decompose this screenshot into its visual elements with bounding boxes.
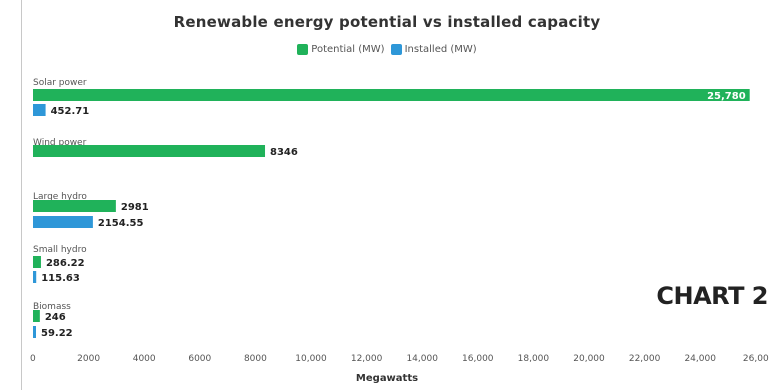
chart-number-stamp: CHART 2 bbox=[656, 282, 768, 310]
x-tick-label: 14,000 bbox=[406, 354, 438, 364]
bar-biomass-potential bbox=[33, 310, 40, 322]
chart-title: Renewable energy potential vs installed … bbox=[173, 13, 601, 31]
x-tick-label: 18,000 bbox=[518, 354, 550, 364]
x-tick-label: 20,000 bbox=[573, 354, 605, 364]
x-tick-label: 16,000 bbox=[462, 354, 494, 364]
x-tick-label: 2000 bbox=[77, 354, 100, 364]
bar-biomass-installed bbox=[33, 326, 36, 338]
data-label-solar-power-installed: 452.71 bbox=[51, 106, 90, 117]
data-label-small-hydro-potential: 286.22 bbox=[46, 258, 85, 269]
data-label-small-hydro-installed: 115.63 bbox=[41, 273, 80, 284]
legend-label-installed: Installed (MW) bbox=[404, 44, 477, 55]
x-tick-label: 22,000 bbox=[629, 354, 661, 364]
x-tick-label: 8000 bbox=[244, 354, 267, 364]
legend-swatch-installed bbox=[390, 44, 402, 55]
category-label-large-hydro: Large hydro bbox=[33, 192, 87, 202]
data-label-solar-power-potential: 25,780 bbox=[707, 91, 746, 102]
category-label-wind-power: Wind power bbox=[33, 138, 87, 148]
data-label-wind-power-potential: 8346 bbox=[270, 147, 298, 158]
bar-wind-power-potential bbox=[33, 145, 266, 157]
x-tick-label: 10,000 bbox=[295, 354, 327, 364]
bar-solar-power-installed bbox=[33, 104, 46, 116]
x-tick-label: 0 bbox=[30, 354, 36, 364]
bar-small-hydro-installed bbox=[33, 271, 37, 283]
category-label-solar-power: Solar power bbox=[33, 78, 87, 88]
bar-solar-power-potential bbox=[33, 89, 750, 101]
data-label-large-hydro-potential: 2981 bbox=[121, 202, 149, 213]
category-label-biomass: Biomass bbox=[33, 302, 71, 312]
data-label-large-hydro-installed: 2154.55 bbox=[98, 218, 144, 229]
data-label-biomass-installed: 59.22 bbox=[41, 328, 73, 339]
data-label-biomass-potential: 246 bbox=[45, 312, 66, 323]
frame-border bbox=[21, 0, 22, 390]
x-axis-label: Megawatts bbox=[355, 373, 419, 384]
bar-large-hydro-installed bbox=[33, 216, 93, 228]
x-tick-label: 4000 bbox=[133, 354, 156, 364]
x-tick-label: 26,00 bbox=[743, 354, 769, 364]
x-tick-label: 12,000 bbox=[351, 354, 383, 364]
chart-legend: Potential (MW) Installed (MW) bbox=[0, 44, 774, 55]
x-tick-label: 6000 bbox=[188, 354, 211, 364]
legend-label-potential: Potential (MW) bbox=[311, 44, 385, 55]
category-label-small-hydro: Small hydro bbox=[33, 245, 87, 255]
legend-swatch-potential bbox=[297, 44, 309, 55]
bar-large-hydro-potential bbox=[33, 200, 116, 212]
x-tick-label: 24,000 bbox=[684, 354, 716, 364]
bar-small-hydro-potential bbox=[33, 256, 41, 268]
legend-item-installed: Installed (MW) bbox=[390, 44, 477, 55]
legend-item-potential: Potential (MW) bbox=[297, 44, 385, 55]
